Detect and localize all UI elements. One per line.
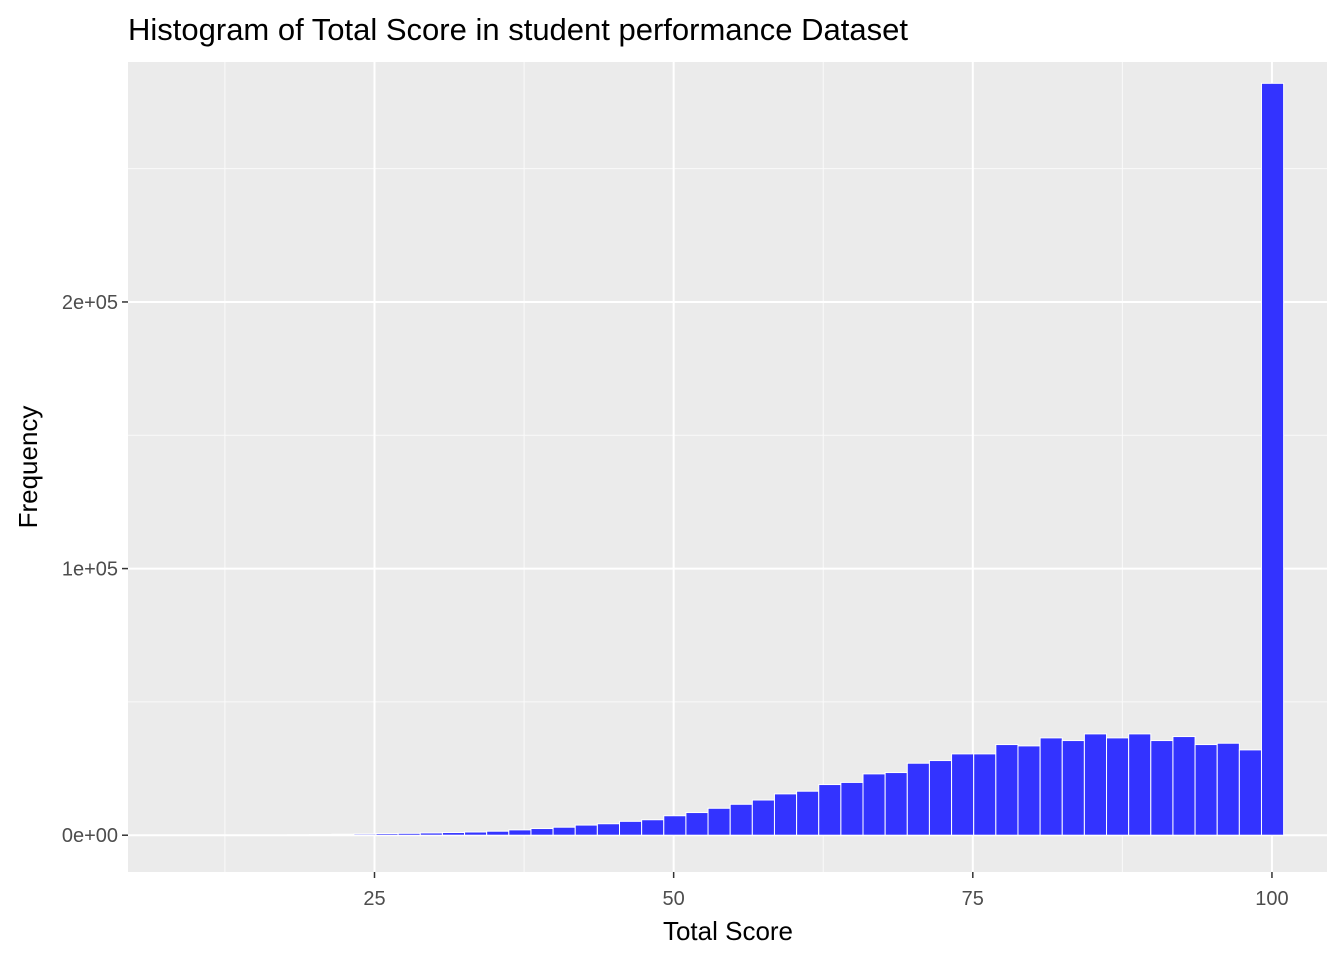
y-tick-label: 1e+05 [62,559,118,581]
histogram-bar [397,832,421,836]
y-tick-label: 2e+05 [62,292,118,314]
histogram-bar [508,829,532,836]
histogram-bar [1260,82,1285,836]
histogram-bar [464,831,488,836]
histogram-bar [663,815,687,836]
histogram-bar [530,828,554,836]
histogram-bar [486,830,510,836]
histogram-bar [1061,740,1085,836]
histogram-bar [375,833,399,836]
histogram-bar [884,772,908,836]
x-tick-label: 75 [962,888,984,910]
histogram-bar [641,819,665,836]
x-axis: 25 50 75 100 [363,872,1289,910]
histogram-bar [751,799,775,836]
histogram-bar [309,834,333,836]
histogram-bar [1039,737,1063,836]
chart-title: Histogram of Total Score in student perf… [128,12,908,47]
y-axis-title: Frequency [13,406,43,529]
histogram-bar [1106,737,1130,836]
histogram-bar [707,807,731,836]
histogram-bar [1194,744,1218,836]
histogram-bars [264,82,1285,836]
histogram-bar [862,773,886,836]
histogram-bar [951,753,975,836]
y-axis: 0e+00 1e+05 2e+05 [62,292,128,847]
histogram-bar [441,832,466,836]
histogram-bar [840,781,864,836]
histogram-bar [995,744,1019,836]
histogram-bar [1238,749,1262,836]
histogram-bar [353,833,377,836]
histogram-bar [973,753,997,836]
x-tick-label: 50 [663,888,685,910]
histogram-bar [596,823,621,836]
histogram-bar [1083,733,1108,836]
histogram-bar [729,803,753,836]
histogram-bar [1150,740,1174,836]
histogram-bar [574,824,598,836]
plot-panel [128,62,1327,872]
histogram-bar [928,760,953,836]
y-tick-label: 0e+00 [62,825,118,847]
histogram-bar [1128,733,1152,836]
histogram-bar [685,812,709,836]
x-axis-title: Total Score [663,916,793,946]
histogram-bar [1017,745,1041,836]
histogram-bar [906,762,930,836]
histogram-bar [818,784,842,836]
minor-gridlines [128,62,1327,872]
histogram-bar [331,833,355,836]
histogram-bar [796,790,820,836]
histogram-bar [552,826,576,836]
histogram-bar [419,832,443,836]
x-tick-label: 100 [1255,888,1288,910]
histogram-bar [619,820,643,836]
x-tick-label: 25 [363,888,385,910]
histogram-bar [773,793,798,836]
histogram-bar [1216,742,1240,836]
histogram-bar [1172,736,1196,836]
